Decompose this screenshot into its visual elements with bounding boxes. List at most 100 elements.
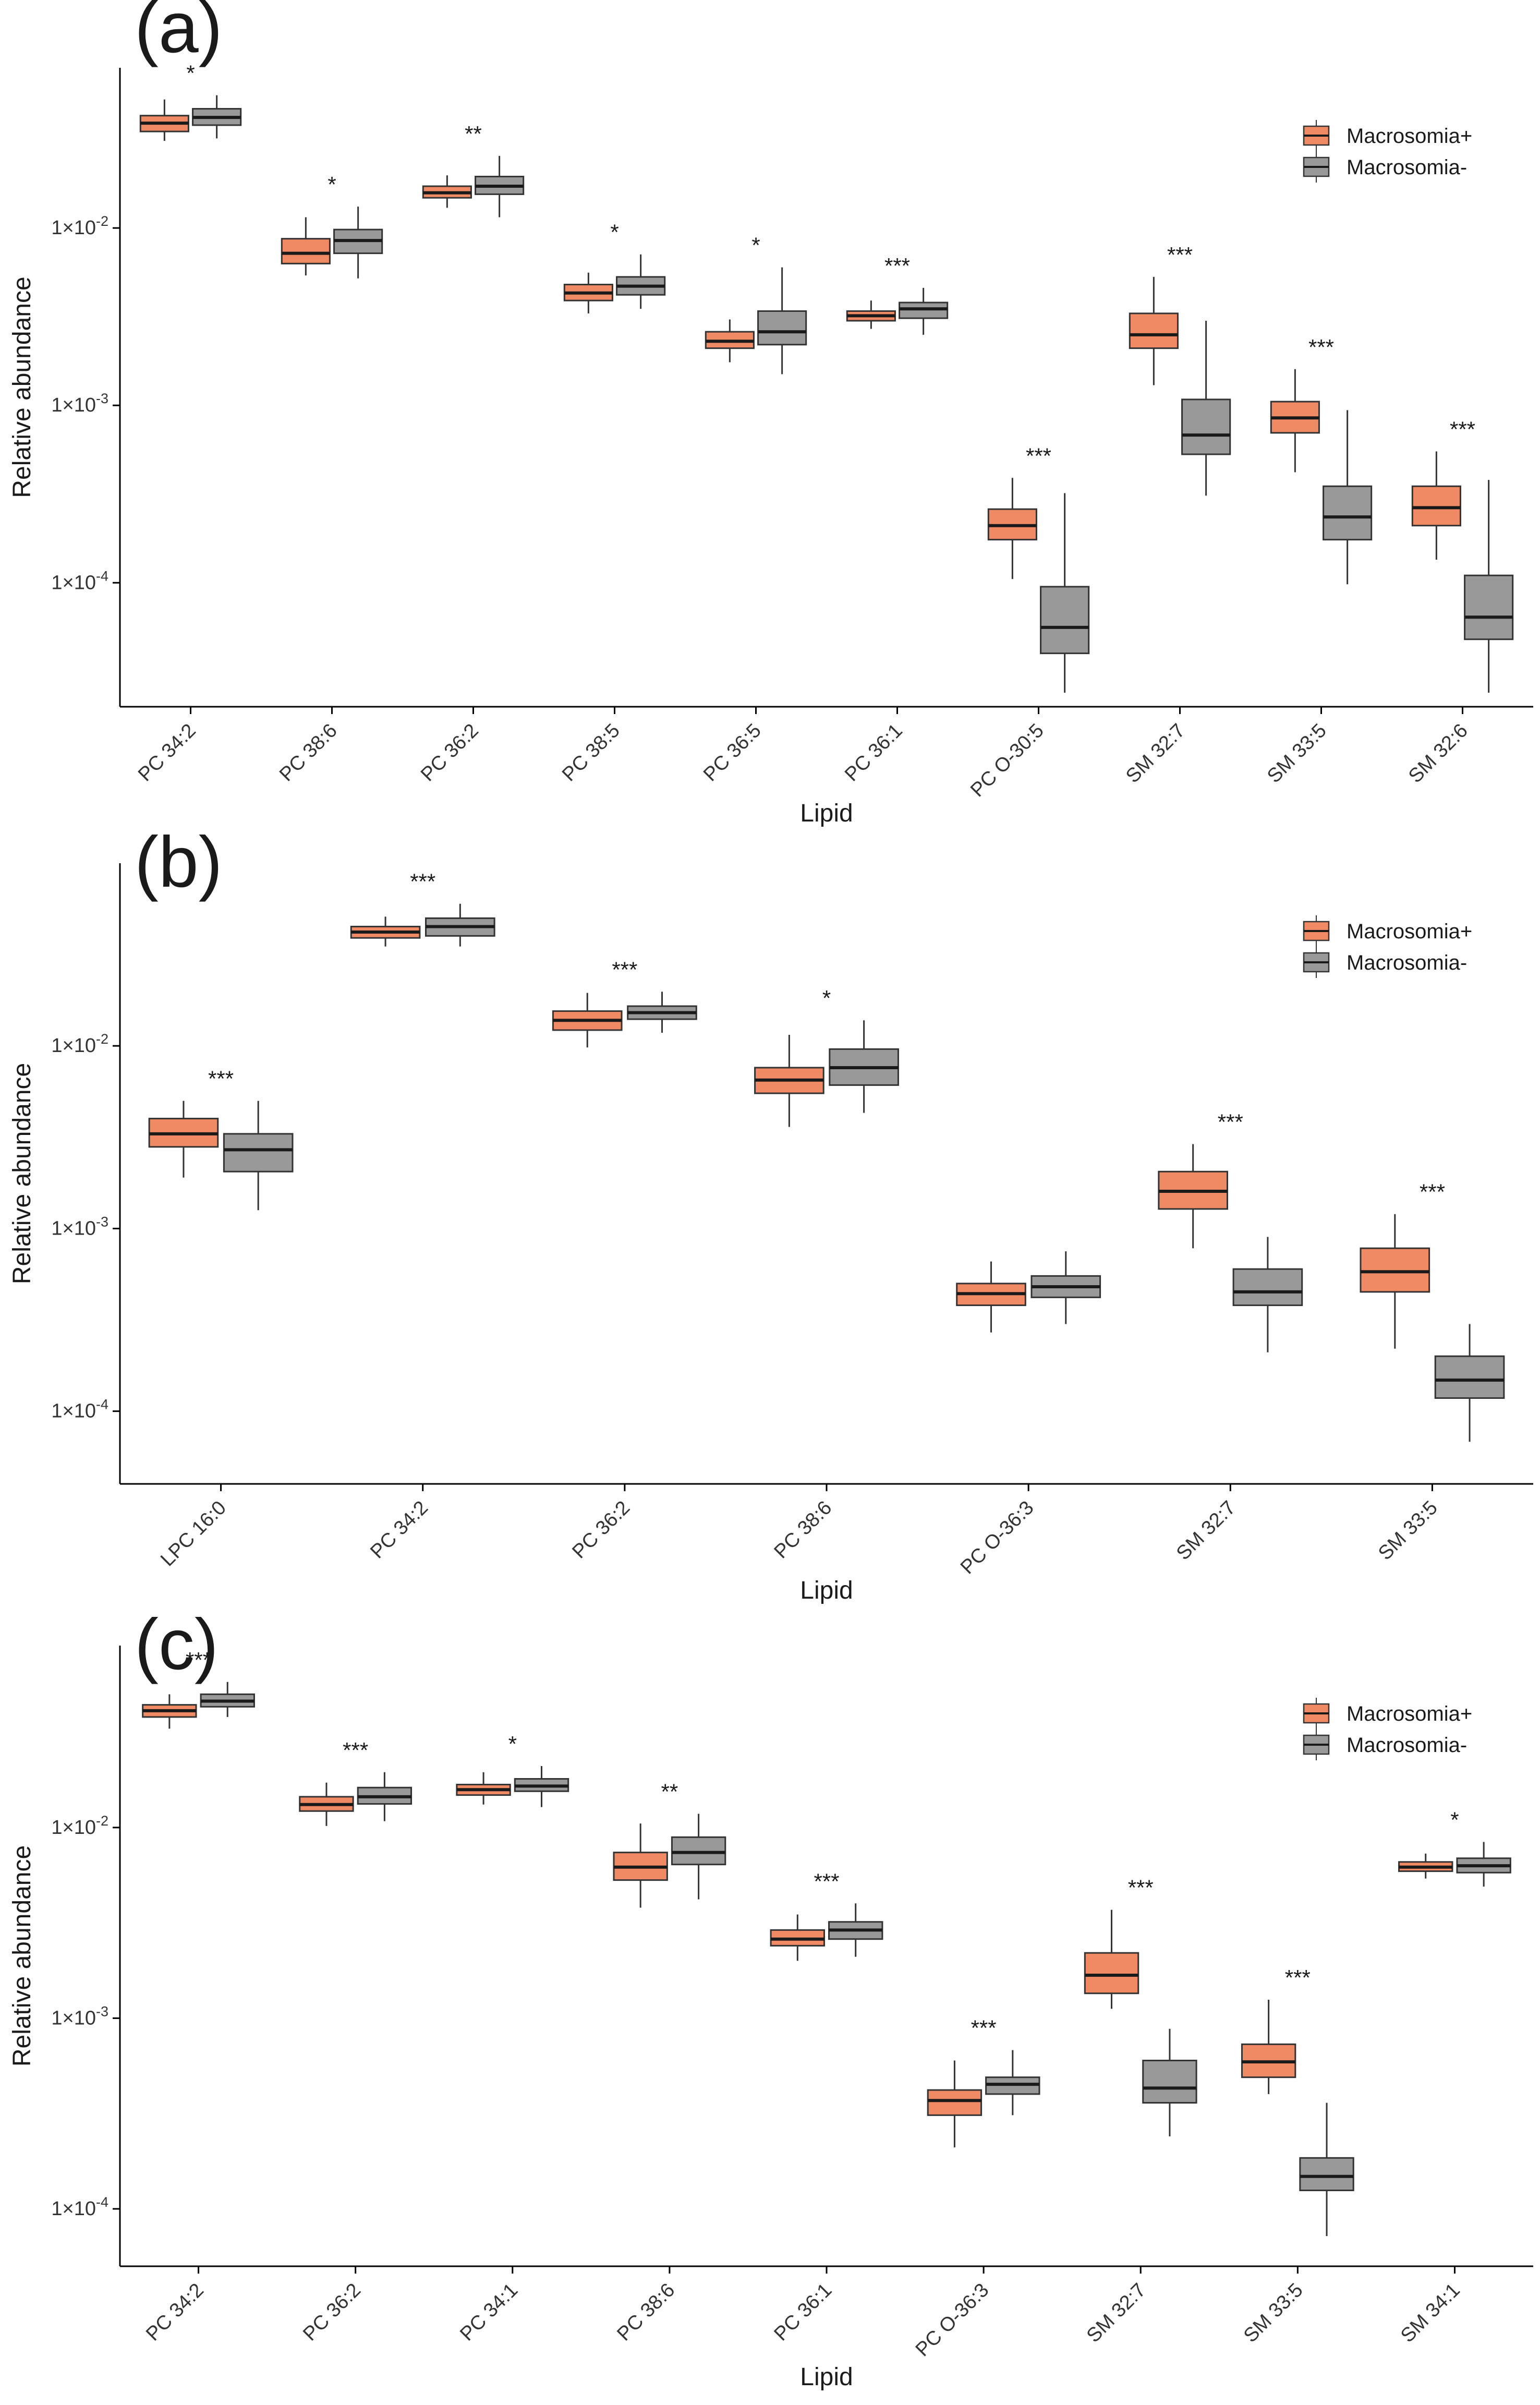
- x-tick-label: PC 38:6: [275, 720, 342, 786]
- significance-marker: *: [328, 172, 336, 197]
- y-axis-label: Relative abundance: [8, 276, 36, 498]
- x-tick-label: SM 33:5: [1374, 1497, 1442, 1565]
- box-macrosomia-neg: [223, 1101, 294, 1211]
- y-tick-label: 1×10-4: [51, 2194, 108, 2220]
- box-macrosomia-pos: [1270, 369, 1320, 473]
- box-macrosomia-pos: [139, 99, 189, 141]
- box-macrosomia-pos: [1158, 1144, 1228, 1249]
- x-tick-label: SM 33:5: [1240, 2279, 1307, 2347]
- box-body: [927, 2089, 983, 2116]
- significance-marker: ***: [208, 1067, 234, 1091]
- box-macrosomia-neg: [1456, 1842, 1511, 1887]
- x-tick-label: PC 36:2: [568, 1497, 634, 1563]
- box-body: [1360, 1247, 1430, 1293]
- significance-marker: **: [661, 1780, 678, 1804]
- box-macrosomia-pos: [705, 319, 755, 362]
- box-body: [1323, 485, 1373, 541]
- significance-marker: *: [186, 61, 195, 86]
- x-tick-label: PC O-36:3: [956, 1497, 1038, 1579]
- legend-label: Macrosomia+: [1347, 1702, 1472, 1725]
- box-body: [1040, 586, 1090, 655]
- significance-marker: ***: [814, 1869, 839, 1893]
- legend-label: Macrosomia-: [1347, 156, 1467, 179]
- significance-marker: ***: [1167, 243, 1193, 267]
- legend-label: Macrosomia+: [1347, 125, 1472, 148]
- legend: Macrosomia+ Macrosomia-: [1303, 1698, 1472, 1760]
- legend: Macrosomia+ Macrosomia-: [1303, 915, 1472, 978]
- y-tick-label: 1×10-3: [51, 391, 108, 416]
- x-tick-label: PC 34:2: [142, 2279, 208, 2346]
- box-body: [1084, 1952, 1139, 1995]
- legend: Macrosomia+ Macrosomia-: [1303, 120, 1472, 183]
- box-macrosomia-neg: [899, 287, 949, 335]
- box-macrosomia-pos: [846, 300, 896, 329]
- y-axis-label: Relative abundance: [8, 1845, 36, 2066]
- box-macrosomia-neg: [425, 903, 495, 947]
- y-tick-label: 1×10-3: [51, 2003, 108, 2029]
- box-macrosomia-pos: [456, 1772, 511, 1805]
- x-tick-label: PC 36:2: [299, 2279, 365, 2346]
- y-tick-label: 1×10-2: [51, 213, 108, 239]
- box-body: [1232, 1268, 1303, 1307]
- x-tick-label: PC O-36:3: [912, 2279, 993, 2361]
- significance-marker: *: [822, 986, 831, 1010]
- box-macrosomia-pos: [1398, 1853, 1453, 1879]
- box-macrosomia-pos: [1241, 1999, 1296, 2094]
- significance-marker: ***: [343, 1738, 368, 1762]
- significance-marker: ***: [1308, 335, 1334, 359]
- y-tick-label: 1×10-2: [51, 1813, 108, 1839]
- panel-label: (c): [135, 1604, 219, 1685]
- significance-marker: *: [508, 1732, 517, 1756]
- panel-b: (b) 1×10-4 1×10-3 1×10-2 Relative abundance L…: [8, 822, 1533, 1604]
- y-tick-label: 1×10-4: [51, 568, 108, 594]
- box-macrosomia-pos: [350, 916, 421, 947]
- significance-marker: ***: [1450, 417, 1475, 442]
- box-macrosomia-pos: [1360, 1214, 1430, 1349]
- box-macrosomia-pos: [142, 1694, 197, 1729]
- box-macrosomia-neg: [985, 2050, 1040, 2116]
- box-macrosomia-pos: [299, 1782, 354, 1826]
- box-macrosomia-neg: [1040, 493, 1090, 693]
- box-macrosomia-neg: [514, 1766, 569, 1807]
- x-tick-label: PC 38:6: [613, 2279, 679, 2346]
- box-macrosomia-neg: [757, 267, 807, 374]
- panel-a: (a) 1×10-4 1×10-3 1×10-2 Relative abundance L…: [8, 0, 1533, 827]
- box-macrosomia-pos: [927, 2060, 983, 2148]
- significance-marker: ***: [612, 957, 637, 982]
- box-macrosomia-neg: [1030, 1251, 1101, 1324]
- y-axis-label: Relative abundance: [8, 1063, 36, 1284]
- box-macrosomia-pos: [281, 217, 331, 276]
- box-macrosomia-pos: [770, 1914, 825, 1961]
- significance-marker: *: [610, 220, 619, 245]
- box-macrosomia-pos: [1129, 276, 1179, 385]
- box-macrosomia-pos: [987, 478, 1037, 579]
- x-tick-label: PC 36:5: [699, 720, 766, 786]
- significance-marker: ***: [186, 1648, 211, 1672]
- significance-marker: *: [1450, 1808, 1459, 1832]
- box-body: [1411, 485, 1461, 527]
- x-tick-label: SM 34:1: [1397, 2279, 1464, 2347]
- significance-marker: ***: [1026, 443, 1051, 468]
- box-macrosomia-neg: [475, 155, 525, 217]
- box-macrosomia-neg: [192, 95, 242, 139]
- significance-marker: **: [465, 122, 482, 146]
- box-macrosomia-neg: [1142, 2028, 1197, 2136]
- x-axis-label: Lipid: [800, 800, 853, 827]
- box-body: [1464, 574, 1514, 640]
- x-tick-label: SM 33:5: [1263, 720, 1331, 788]
- significance-marker: ***: [410, 869, 435, 894]
- legend-label: Macrosomia+: [1347, 920, 1472, 943]
- box-macrosomia-neg: [627, 992, 697, 1033]
- box-macrosomia-neg: [1434, 1324, 1505, 1442]
- box-macrosomia-neg: [616, 254, 666, 309]
- x-tick-label: SM 32:7: [1083, 2279, 1150, 2347]
- y-tick-label: 1×10-2: [51, 1031, 108, 1057]
- x-tick-label: SM 32:7: [1122, 720, 1190, 788]
- box-body: [281, 238, 331, 264]
- panel-c: (c) 1×10-4 1×10-3 1×10-2 Relative abundance L…: [8, 1604, 1533, 2391]
- x-tick-label: PC 34:1: [456, 2279, 522, 2346]
- significance-marker: ***: [884, 253, 910, 278]
- y-tick-label: 1×10-3: [51, 1214, 108, 1239]
- box-macrosomia-neg: [1299, 2102, 1354, 2237]
- x-tick-label: PC 34:2: [366, 1497, 432, 1563]
